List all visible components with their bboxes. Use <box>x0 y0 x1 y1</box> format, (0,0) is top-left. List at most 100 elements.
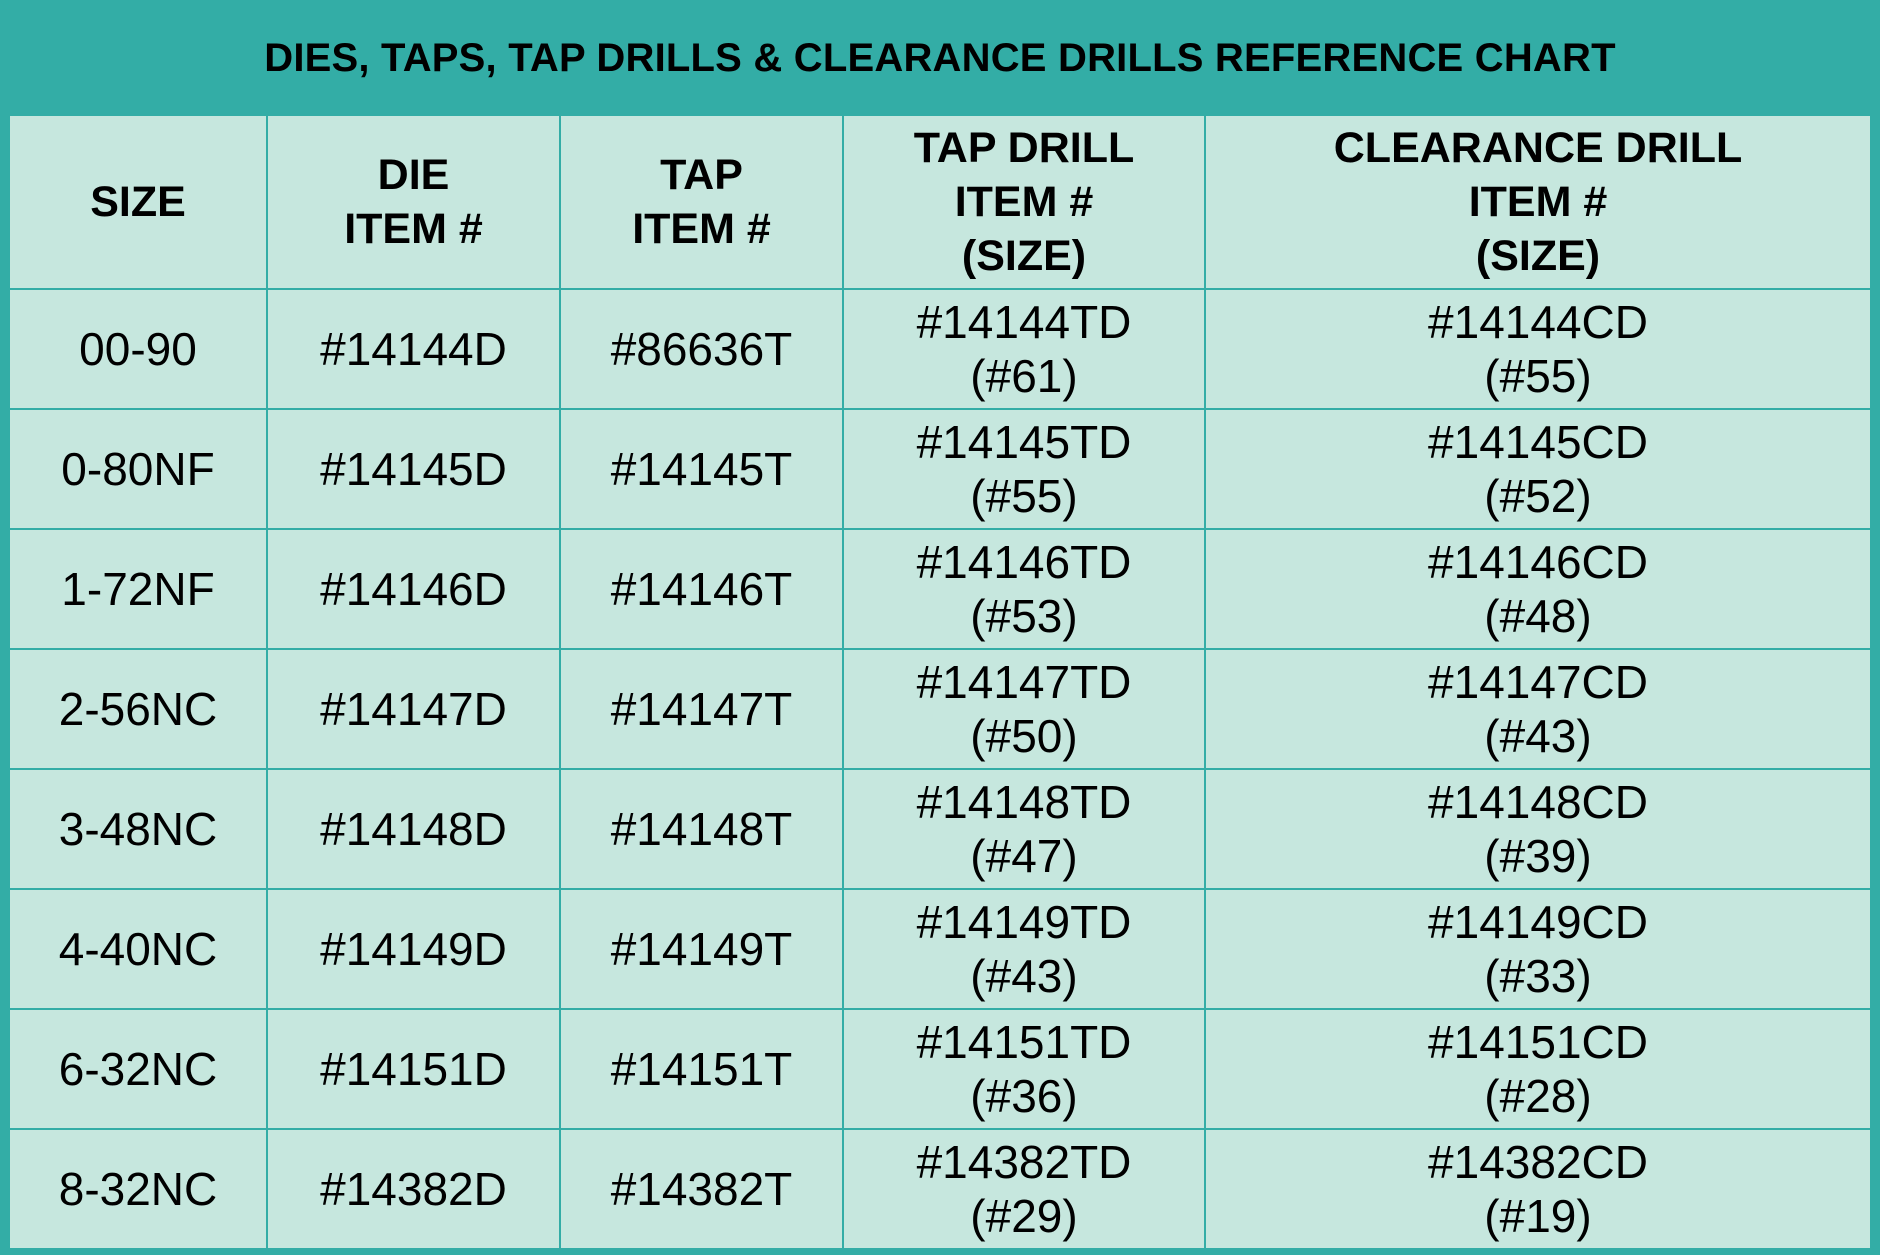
cell-clearance-drill: #14148CD (#39) <box>1204 768 1870 890</box>
cell-size: 00-90 <box>10 288 268 410</box>
clearance-drill-value: #14382CD <box>1428 1136 1648 1188</box>
tap-drill-value: #14148TD <box>916 776 1132 828</box>
tap-drill-size-value: (#50) <box>970 710 1078 762</box>
cell-tap: #14148T <box>559 768 844 890</box>
tap-drill-size-value: (#53) <box>970 590 1078 642</box>
cell-clearance-drill: #14147CD (#43) <box>1204 648 1870 770</box>
tap-value: #14382T <box>610 1163 793 1215</box>
cell-die: #14144D <box>266 288 561 410</box>
cell-clearance-drill: #14145CD (#52) <box>1204 408 1870 530</box>
chart-title: DIES, TAPS, TAP DRILLS & CLEARANCE DRILL… <box>264 35 1616 80</box>
clearance-drill-value: #14147CD <box>1428 656 1648 708</box>
tap-drill-size-value: (#29) <box>970 1190 1078 1242</box>
tap-value: #14146T <box>610 563 793 615</box>
die-value: #14148D <box>320 803 507 855</box>
cell-tap: #14147T <box>559 648 844 770</box>
tap-drill-size-value: (#61) <box>970 350 1078 402</box>
tap-drill-value: #14144TD <box>916 296 1132 348</box>
cell-size: 4-40NC <box>10 888 268 1010</box>
die-value: #14151D <box>320 1043 507 1095</box>
die-value: #14147D <box>320 683 507 735</box>
cell-tap: #14382T <box>559 1128 844 1248</box>
cell-tap-drill: #14148TD (#47) <box>842 768 1206 890</box>
table-row: 4-40NC #14149D #14149T #14149TD (#43) #14149C… <box>10 888 1870 1010</box>
header-line: ITEM # <box>954 178 1094 226</box>
table-row: 00-90 #14144D #86636T #14144TD (#61) #14144CD… <box>10 288 1870 410</box>
die-value: #14144D <box>320 323 507 375</box>
cell-die: #14151D <box>266 1008 561 1130</box>
cell-die: #14147D <box>266 648 561 770</box>
header-line: TAP DRILL <box>913 124 1135 172</box>
cell-tap-drill: #14151TD (#36) <box>842 1008 1206 1130</box>
clearance-drill-size-value: (#52) <box>1484 470 1592 522</box>
cell-tap-drill: #14147TD (#50) <box>842 648 1206 770</box>
tap-drill-value: #14147TD <box>916 656 1132 708</box>
cell-size: 0-80NF <box>10 408 268 530</box>
clearance-drill-size-value: (#55) <box>1484 350 1592 402</box>
tap-drill-value: #14151TD <box>916 1016 1132 1068</box>
cell-die: #14149D <box>266 888 561 1010</box>
header-line: TAP <box>660 151 743 199</box>
tap-value: #14148T <box>610 803 793 855</box>
tap-drill-size-value: (#36) <box>970 1070 1078 1122</box>
tap-drill-size-value: (#43) <box>970 950 1078 1002</box>
tap-drill-size-value: (#55) <box>970 470 1078 522</box>
cell-tap: #14151T <box>559 1008 844 1130</box>
clearance-drill-size-value: (#19) <box>1484 1190 1592 1242</box>
cell-die: #14146D <box>266 528 561 650</box>
clearance-drill-value: #14144CD <box>1428 296 1648 348</box>
die-value: #14149D <box>320 923 507 975</box>
tap-drill-value: #14149TD <box>916 896 1132 948</box>
cell-tap-drill: #14149TD (#43) <box>842 888 1206 1010</box>
tap-drill-size-value: (#47) <box>970 830 1078 882</box>
die-value: #14382D <box>320 1163 507 1215</box>
die-value: #14145D <box>320 443 507 495</box>
table-row: 2-56NC #14147D #14147T #14147TD (#50) #14147C… <box>10 648 1870 770</box>
tap-value: #14147T <box>610 683 793 735</box>
header-clearance-drill-item: CLEARANCE DRILL ITEM # (SIZE) <box>1204 116 1870 290</box>
cell-tap: #14145T <box>559 408 844 530</box>
cell-size: 1-72NF <box>10 528 268 650</box>
cell-clearance-drill: #14382CD (#19) <box>1204 1128 1870 1248</box>
header-line: ITEM # <box>632 205 771 253</box>
cell-clearance-drill: #14149CD (#33) <box>1204 888 1870 1010</box>
die-value: #14146D <box>320 563 507 615</box>
cell-tap: #14149T <box>559 888 844 1010</box>
table-row: 1-72NF #14146D #14146T #14146TD (#53) #14146C… <box>10 528 1870 650</box>
clearance-drill-size-value: (#39) <box>1484 830 1592 882</box>
tap-drill-value: #14146TD <box>916 536 1132 588</box>
clearance-drill-value: #14146CD <box>1428 536 1648 588</box>
cell-die: #14148D <box>266 768 561 890</box>
size-value: 1-72NF <box>61 563 215 615</box>
header-die-item: DIE ITEM # <box>266 116 561 290</box>
clearance-drill-value: #14145CD <box>1428 416 1648 468</box>
cell-tap: #14146T <box>559 528 844 650</box>
cell-size: 3-48NC <box>10 768 268 890</box>
header-line: DIE <box>377 151 450 199</box>
size-value: 0-80NF <box>61 443 215 495</box>
cell-clearance-drill: #14151CD (#28) <box>1204 1008 1870 1130</box>
header-tap-item: TAP ITEM # <box>559 116 844 290</box>
clearance-drill-size-value: (#33) <box>1484 950 1592 1002</box>
cell-clearance-drill: #14144CD (#55) <box>1204 288 1870 410</box>
cell-size: 8-32NC <box>10 1128 268 1248</box>
cell-tap-drill: #14146TD (#53) <box>842 528 1206 650</box>
table-row: 0-80NF #14145D #14145T #14145TD (#55) #14145C… <box>10 408 1870 530</box>
cell-die: #14382D <box>266 1128 561 1248</box>
cell-tap: #86636T <box>559 288 844 410</box>
clearance-drill-size-value: (#48) <box>1484 590 1592 642</box>
tap-drill-value: #14382TD <box>916 1136 1132 1188</box>
header-row: SIZE DIE ITEM # TAP ITEM # TAP DRILL ITEM # (SI… <box>10 116 1870 290</box>
header-line: (SIZE) <box>961 232 1087 280</box>
cell-tap-drill: #14145TD (#55) <box>842 408 1206 530</box>
clearance-drill-size-value: (#28) <box>1484 1070 1592 1122</box>
clearance-drill-size-value: (#43) <box>1484 710 1592 762</box>
cell-clearance-drill: #14146CD (#48) <box>1204 528 1870 650</box>
size-value: 4-40NC <box>58 923 218 975</box>
tap-value: #14149T <box>610 923 793 975</box>
tap-value: #14145T <box>610 443 793 495</box>
header-line: (SIZE) <box>1475 232 1601 280</box>
tap-value: #86636T <box>610 323 793 375</box>
header-line: SIZE <box>90 178 186 226</box>
table-row: 8-32NC #14382D #14382T #14382TD (#29) #14382C… <box>10 1128 1870 1248</box>
